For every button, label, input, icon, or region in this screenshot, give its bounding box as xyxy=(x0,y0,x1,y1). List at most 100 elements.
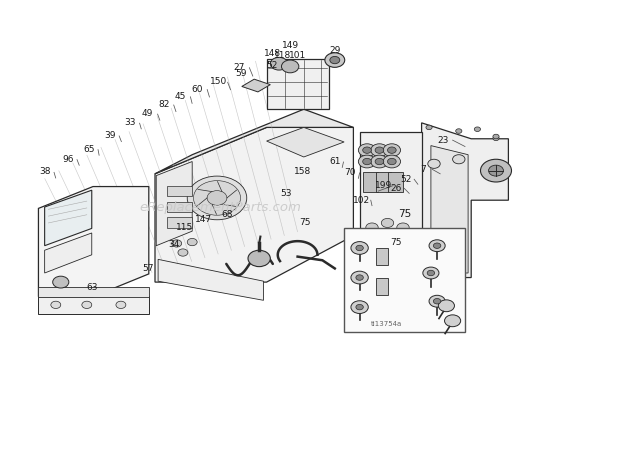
Text: 49: 49 xyxy=(142,109,153,118)
Text: 61: 61 xyxy=(329,157,340,167)
Text: 82: 82 xyxy=(159,100,170,109)
Text: 148: 148 xyxy=(264,49,281,58)
Circle shape xyxy=(383,144,401,157)
Circle shape xyxy=(187,238,197,246)
Circle shape xyxy=(493,136,499,141)
Text: 101: 101 xyxy=(289,51,306,60)
Text: 199: 199 xyxy=(374,181,392,190)
Text: 60: 60 xyxy=(192,85,203,94)
Text: 52: 52 xyxy=(266,61,277,70)
Text: 149: 149 xyxy=(281,41,299,50)
Text: 102: 102 xyxy=(353,196,370,205)
Text: 34: 34 xyxy=(168,240,179,249)
Circle shape xyxy=(53,276,69,288)
Circle shape xyxy=(445,315,461,327)
Circle shape xyxy=(371,155,388,168)
Text: 75: 75 xyxy=(398,209,411,219)
Text: 23: 23 xyxy=(438,136,449,145)
Text: 118: 118 xyxy=(273,51,291,60)
Polygon shape xyxy=(167,217,192,228)
Circle shape xyxy=(356,245,363,251)
Circle shape xyxy=(493,134,499,139)
Circle shape xyxy=(193,181,241,215)
Circle shape xyxy=(363,147,371,153)
Text: 7: 7 xyxy=(420,165,426,174)
Circle shape xyxy=(433,243,441,248)
Circle shape xyxy=(82,301,92,308)
Circle shape xyxy=(426,125,432,130)
Circle shape xyxy=(178,249,188,256)
Circle shape xyxy=(51,301,61,308)
Text: eReplacementParts.com: eReplacementParts.com xyxy=(139,201,301,213)
Circle shape xyxy=(381,218,394,228)
Text: 38: 38 xyxy=(39,167,50,177)
Bar xyxy=(376,248,388,265)
Circle shape xyxy=(187,176,247,220)
Circle shape xyxy=(358,155,376,168)
Polygon shape xyxy=(267,59,329,109)
Text: 68: 68 xyxy=(221,210,232,219)
Circle shape xyxy=(116,301,126,308)
Text: 115: 115 xyxy=(176,223,193,232)
Bar xyxy=(376,278,388,295)
Circle shape xyxy=(383,155,401,168)
Circle shape xyxy=(453,255,465,264)
Circle shape xyxy=(456,129,462,133)
Circle shape xyxy=(351,271,368,284)
Text: 39: 39 xyxy=(105,131,116,140)
Polygon shape xyxy=(45,190,92,246)
Polygon shape xyxy=(388,172,403,192)
Polygon shape xyxy=(156,162,192,246)
Polygon shape xyxy=(38,287,149,297)
Circle shape xyxy=(423,267,439,279)
Text: 75: 75 xyxy=(299,218,311,228)
Text: 150: 150 xyxy=(210,77,227,86)
Polygon shape xyxy=(167,186,192,196)
Text: 70: 70 xyxy=(345,168,356,177)
Polygon shape xyxy=(167,202,192,212)
Text: 29: 29 xyxy=(329,46,340,56)
Circle shape xyxy=(172,240,182,247)
Circle shape xyxy=(371,144,388,157)
Circle shape xyxy=(363,158,371,165)
Circle shape xyxy=(388,147,396,153)
Circle shape xyxy=(474,127,480,131)
Polygon shape xyxy=(155,127,353,282)
Circle shape xyxy=(325,53,345,67)
Polygon shape xyxy=(38,296,149,314)
Text: 27: 27 xyxy=(233,63,244,72)
Polygon shape xyxy=(363,172,378,192)
Polygon shape xyxy=(422,123,508,278)
Circle shape xyxy=(453,155,465,164)
Circle shape xyxy=(375,147,384,153)
Circle shape xyxy=(366,223,378,232)
Circle shape xyxy=(480,159,511,182)
Circle shape xyxy=(356,304,363,310)
Circle shape xyxy=(438,300,454,312)
Text: 96: 96 xyxy=(63,155,74,164)
Polygon shape xyxy=(155,109,353,174)
Circle shape xyxy=(427,270,435,276)
Circle shape xyxy=(489,165,503,176)
Circle shape xyxy=(330,56,340,64)
Polygon shape xyxy=(360,132,422,259)
Polygon shape xyxy=(45,233,92,273)
Circle shape xyxy=(270,57,288,70)
Circle shape xyxy=(429,295,445,307)
Circle shape xyxy=(397,223,409,232)
Text: 59: 59 xyxy=(235,69,246,78)
Circle shape xyxy=(356,275,363,280)
Circle shape xyxy=(429,240,445,252)
Circle shape xyxy=(351,301,368,313)
Circle shape xyxy=(351,242,368,254)
Polygon shape xyxy=(158,259,264,300)
Text: 75: 75 xyxy=(390,238,401,247)
Circle shape xyxy=(375,158,384,165)
Circle shape xyxy=(428,250,440,259)
Circle shape xyxy=(281,60,299,73)
Circle shape xyxy=(358,144,376,157)
Text: ti13754a: ti13754a xyxy=(371,321,402,327)
Text: 52: 52 xyxy=(400,175,411,184)
Circle shape xyxy=(248,250,270,267)
Text: 45: 45 xyxy=(174,92,185,101)
